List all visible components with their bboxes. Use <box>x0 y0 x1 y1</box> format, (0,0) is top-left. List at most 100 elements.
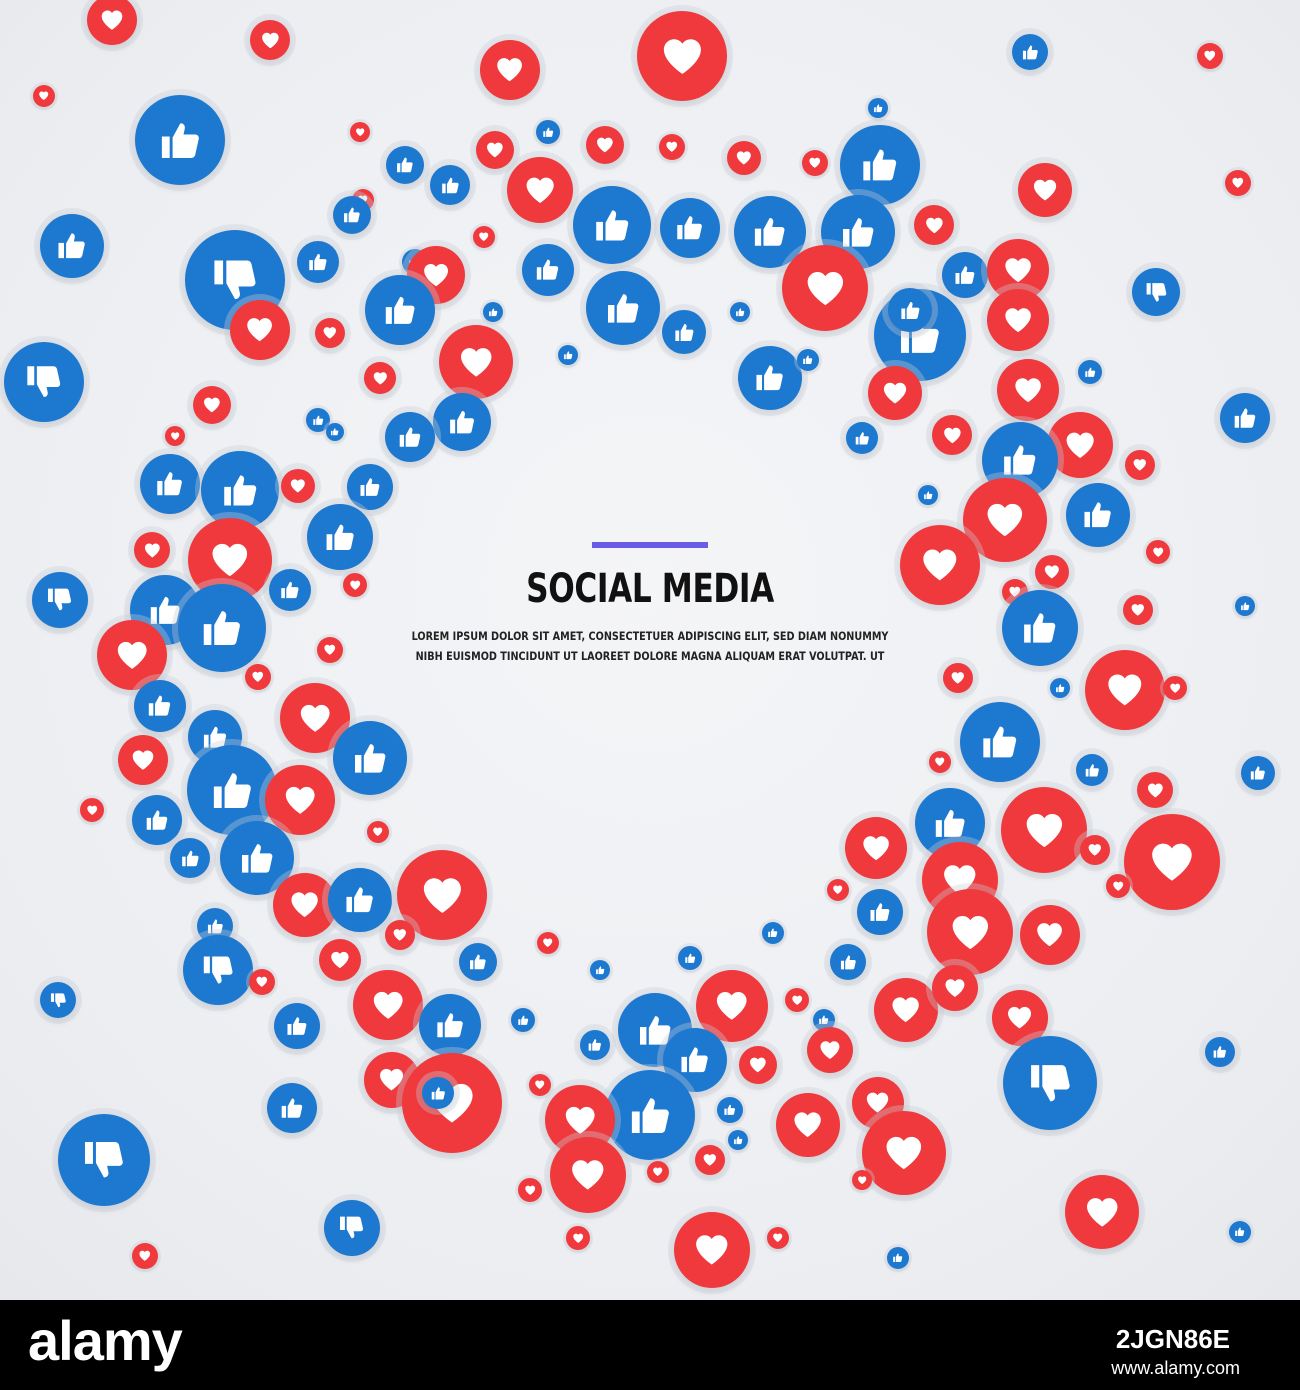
heart-bubble <box>249 969 275 995</box>
thumbs-up-icon <box>397 157 413 173</box>
dislike-bubble <box>324 1200 380 1256</box>
like-bubble <box>328 868 392 932</box>
heart-icon <box>204 397 220 413</box>
heart-icon <box>696 1235 728 1265</box>
like-bubble <box>1012 34 1048 70</box>
like-bubble <box>1241 756 1275 790</box>
heart-bubble <box>739 1046 777 1084</box>
thumbs-up-icon <box>360 478 380 496</box>
heart-icon <box>261 32 279 48</box>
thumbs-down-icon <box>27 366 61 398</box>
heart-icon <box>247 318 273 342</box>
heart-icon <box>526 177 554 203</box>
heart-icon <box>535 1080 545 1090</box>
heart-bubble <box>767 1227 789 1249</box>
heart-icon <box>373 827 383 837</box>
heart-icon <box>935 757 945 767</box>
thumbs-up-icon <box>724 1105 736 1116</box>
heart-bubble <box>165 426 185 446</box>
heart-icon <box>132 750 154 770</box>
like-bubble <box>888 288 932 332</box>
thumbs-up-icon <box>326 524 354 550</box>
heart-bubble <box>33 85 55 107</box>
heart-bubble <box>537 932 559 954</box>
heart-bubble <box>782 245 868 331</box>
thumbs-up-icon <box>203 611 241 646</box>
like-bubble <box>297 241 339 283</box>
thumbs-up-icon <box>1022 45 1038 60</box>
heart-icon <box>1044 565 1059 579</box>
like-bubble <box>660 198 720 258</box>
heart-bubble <box>230 300 290 360</box>
like-bubble <box>728 1130 748 1150</box>
like-bubble <box>269 569 311 611</box>
heart-bubble <box>802 150 828 176</box>
thumbs-up-icon <box>399 427 421 447</box>
image-id: 2JGN86E <box>1115 1324 1230 1354</box>
thumbs-up-icon <box>1084 502 1112 528</box>
heart-icon <box>863 836 889 861</box>
heart-bubble <box>1163 676 1187 700</box>
heart-bubble <box>245 664 271 690</box>
heart-icon <box>423 877 461 913</box>
heart-icon <box>300 704 330 732</box>
like-bubble <box>422 1077 454 1109</box>
heart-bubble <box>1106 874 1130 898</box>
heart-icon <box>380 1069 404 1091</box>
heart-icon <box>1170 683 1180 693</box>
heart-icon <box>597 137 613 153</box>
like-bubble <box>511 1008 535 1032</box>
like-bubble <box>960 702 1040 782</box>
heart-bubble <box>518 1178 542 1202</box>
thumbs-up-icon <box>900 301 920 319</box>
heart-icon <box>857 1176 867 1184</box>
thumbs-up-icon <box>768 928 778 938</box>
heart-icon <box>663 38 701 74</box>
thumbs-up-icon <box>923 491 933 499</box>
thumbs-up-icon <box>803 355 813 365</box>
like-bubble <box>385 412 435 462</box>
heart-bubble <box>900 525 980 605</box>
heart-icon <box>256 977 268 988</box>
thumbs-up-icon <box>893 1253 903 1263</box>
like-bubble <box>1066 483 1130 547</box>
thumbs-up-icon <box>331 428 339 436</box>
thumbs-down-icon <box>203 956 233 984</box>
thumbs-up-icon <box>385 296 415 324</box>
heart-bubble <box>874 978 938 1042</box>
heart-bubble <box>852 1170 872 1190</box>
like-bubble <box>918 485 938 505</box>
heart-icon <box>717 992 747 1021</box>
thumbs-up-icon <box>488 308 498 316</box>
heart-bubble <box>315 318 345 348</box>
thumbs-up-icon <box>450 410 474 434</box>
like-bubble <box>483 302 503 322</box>
heart-bubble <box>1065 1175 1139 1249</box>
heart-icon <box>750 1057 766 1073</box>
like-bubble <box>618 993 692 1067</box>
thumbs-up-icon <box>1235 1227 1245 1237</box>
heart-bubble <box>1001 787 1087 873</box>
thumbs-up-icon <box>870 903 890 921</box>
like-bubble <box>459 943 497 981</box>
heart-icon <box>653 1167 663 1177</box>
heart-icon <box>1088 844 1102 856</box>
heart-bubble <box>943 663 973 693</box>
heart-icon <box>807 271 843 305</box>
like-bubble <box>1220 393 1270 443</box>
thumbs-up-icon <box>855 431 869 445</box>
heart-icon <box>285 786 315 814</box>
like-bubble <box>274 1003 320 1049</box>
heart-bubble <box>118 735 168 785</box>
thumbs-up-icon <box>203 726 227 748</box>
thumbs-up-icon <box>685 953 695 963</box>
heart-icon <box>736 151 751 165</box>
heart-icon <box>39 91 49 101</box>
heart-bubble <box>647 1161 669 1183</box>
heart-bubble <box>134 532 170 568</box>
thumbs-up-icon <box>287 1017 307 1035</box>
thumbs-up-icon <box>639 1015 671 1045</box>
heart-icon <box>833 885 843 895</box>
heart-icon <box>792 995 802 1005</box>
like-bubble <box>1076 754 1108 786</box>
